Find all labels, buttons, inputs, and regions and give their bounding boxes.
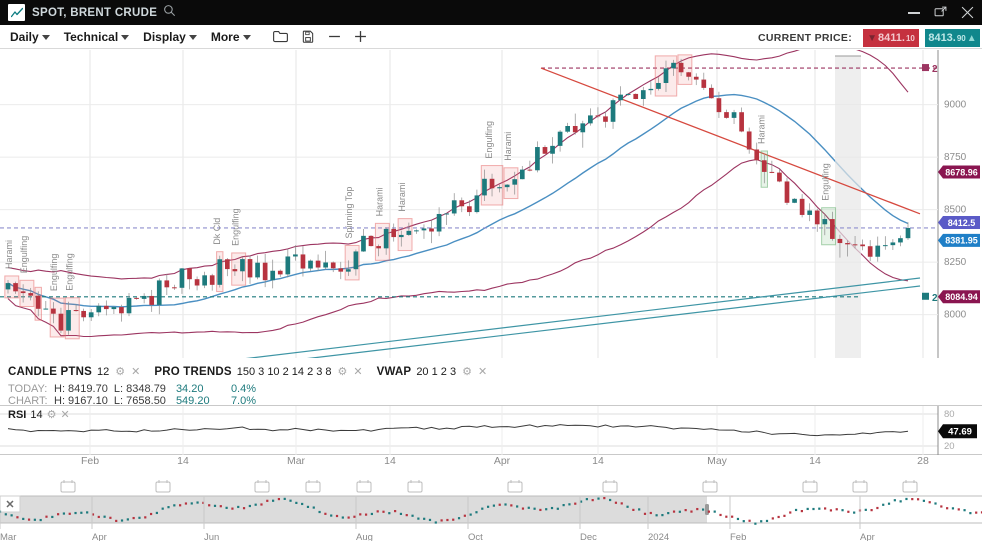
svg-text:Engulfing: Engulfing: [231, 208, 241, 246]
svg-text:9000: 9000: [944, 100, 967, 111]
svg-text:Mar: Mar: [0, 532, 16, 541]
svg-text:8500: 8500: [944, 205, 967, 216]
svg-text:8000: 8000: [944, 310, 967, 321]
svg-text:Jun: Jun: [204, 532, 219, 541]
svg-text:8250: 8250: [944, 257, 967, 268]
svg-text:8412.5: 8412.5: [948, 218, 976, 228]
svg-text:20: 20: [944, 441, 955, 452]
svg-text:8750: 8750: [944, 152, 967, 163]
svg-text:Engulfing: Engulfing: [64, 253, 74, 291]
svg-text:Feb: Feb: [730, 532, 746, 541]
svg-text:8678.96: 8678.96: [945, 167, 978, 177]
svg-text:Harami: Harami: [503, 132, 513, 161]
svg-text:Apr: Apr: [92, 532, 107, 541]
svg-text:Harami: Harami: [4, 240, 14, 269]
svg-text:Engulfing: Engulfing: [484, 121, 494, 159]
svg-text:47.69: 47.69: [948, 427, 972, 438]
svg-text:2: 2: [932, 293, 938, 304]
svg-text:Engulfing: Engulfing: [821, 163, 831, 201]
svg-text:Engulfing: Engulfing: [49, 254, 59, 292]
svg-text:Oct: Oct: [468, 532, 483, 541]
svg-text:Dec: Dec: [580, 532, 597, 541]
svg-text:Spinning Top: Spinning Top: [344, 187, 354, 239]
svg-text:Harami: Harami: [756, 115, 766, 144]
svg-text:8084.94: 8084.94: [945, 292, 978, 302]
svg-text:2: 2: [932, 64, 938, 75]
svg-text:8381.95: 8381.95: [945, 236, 978, 246]
svg-text:Dk Cld: Dk Cld: [212, 218, 222, 245]
svg-text:Apr: Apr: [860, 532, 875, 541]
svg-text:Harami: Harami: [374, 187, 384, 216]
svg-text:✕: ✕: [5, 499, 14, 511]
svg-text:80: 80: [944, 409, 955, 420]
svg-text:Aug: Aug: [356, 532, 373, 541]
svg-text:2024: 2024: [648, 532, 669, 541]
svg-text:Harami: Harami: [397, 183, 407, 212]
svg-text:Engulfing: Engulfing: [19, 236, 29, 274]
